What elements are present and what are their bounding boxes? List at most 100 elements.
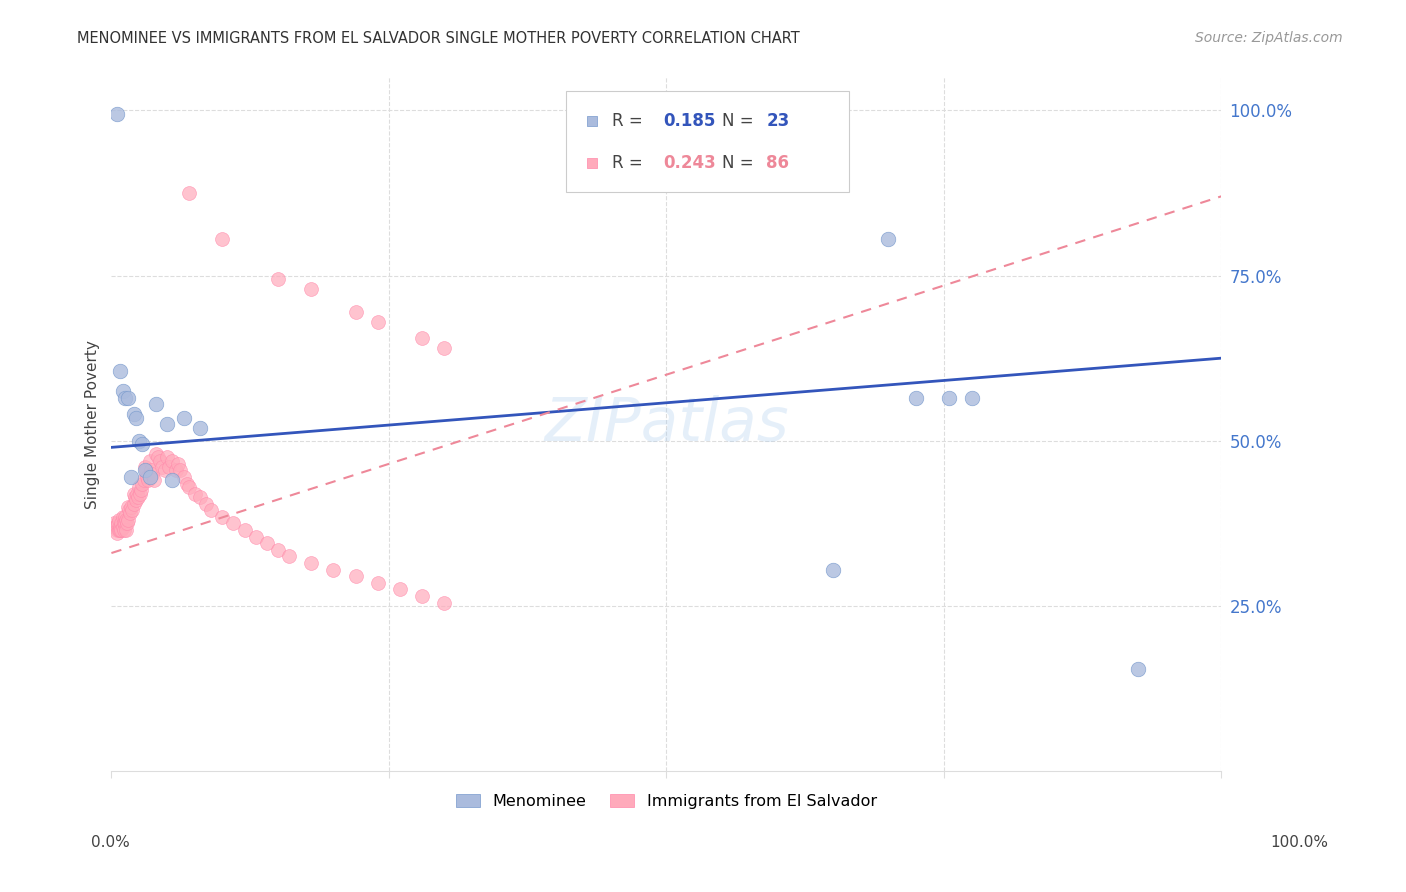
Immigrants from El Salvador <box>111 519 134 533</box>
Immigrants from El Salvador <box>139 453 162 467</box>
Immigrants from El Salvador <box>115 523 138 537</box>
Immigrants from El Salvador <box>157 460 180 475</box>
Point <box>581 145 603 159</box>
Text: 0.185: 0.185 <box>664 112 716 130</box>
Immigrants from El Salvador <box>105 523 128 537</box>
Immigrants from El Salvador <box>128 480 150 494</box>
Immigrants from El Salvador <box>388 582 411 597</box>
Menominee <box>125 410 148 425</box>
Immigrants from El Salvador <box>131 476 153 491</box>
Text: MENOMINEE VS IMMIGRANTS FROM EL SALVADOR SINGLE MOTHER POVERTY CORRELATION CHART: MENOMINEE VS IMMIGRANTS FROM EL SALVADOR… <box>77 31 800 46</box>
Immigrants from El Salvador <box>173 470 195 484</box>
Immigrants from El Salvador <box>127 490 149 504</box>
Immigrants from El Salvador <box>108 523 131 537</box>
Text: 100.0%: 100.0% <box>1271 836 1329 850</box>
Immigrants from El Salvador <box>411 589 433 603</box>
Immigrants from El Salvador <box>117 513 139 527</box>
Immigrants from El Salvador <box>132 474 155 488</box>
Menominee <box>821 563 844 577</box>
Menominee <box>131 437 153 451</box>
FancyBboxPatch shape <box>567 91 849 192</box>
Text: ZIPatlas: ZIPatlas <box>544 395 789 454</box>
Menominee <box>173 410 195 425</box>
Immigrants from El Salvador <box>135 463 157 477</box>
Menominee <box>117 391 139 405</box>
Menominee <box>128 434 150 448</box>
Immigrants from El Salvador <box>136 474 159 488</box>
Immigrants from El Salvador <box>141 467 163 481</box>
Menominee <box>1126 662 1149 676</box>
Immigrants from El Salvador <box>111 509 134 524</box>
Immigrants from El Salvador <box>233 523 256 537</box>
Menominee <box>960 391 983 405</box>
Immigrants from El Salvador <box>177 480 200 494</box>
Menominee <box>188 420 211 434</box>
Immigrants from El Salvador <box>125 493 148 508</box>
Immigrants from El Salvador <box>165 463 187 477</box>
Immigrants from El Salvador <box>112 516 135 531</box>
Menominee <box>139 470 162 484</box>
Text: Source: ZipAtlas.com: Source: ZipAtlas.com <box>1195 31 1343 45</box>
Immigrants from El Salvador <box>104 519 127 533</box>
Legend: Menominee, Immigrants from El Salvador: Menominee, Immigrants from El Salvador <box>450 787 883 815</box>
Immigrants from El Salvador <box>131 483 153 498</box>
Immigrants from El Salvador <box>267 542 290 557</box>
Immigrants from El Salvador <box>153 463 176 477</box>
Immigrants from El Salvador <box>124 490 146 504</box>
Text: N =: N = <box>721 112 759 130</box>
Immigrants from El Salvador <box>344 569 367 583</box>
Immigrants from El Salvador <box>367 315 389 329</box>
Menominee <box>938 391 960 405</box>
Immigrants from El Salvador <box>122 486 145 500</box>
Menominee <box>111 384 134 399</box>
Immigrants from El Salvador <box>108 513 131 527</box>
Immigrants from El Salvador <box>146 450 169 465</box>
Immigrants from El Salvador <box>142 474 165 488</box>
Immigrants from El Salvador <box>114 509 136 524</box>
Immigrants from El Salvador <box>200 503 222 517</box>
Immigrants from El Salvador <box>105 526 128 541</box>
Immigrants from El Salvador <box>145 447 167 461</box>
Menominee <box>110 364 132 378</box>
Text: N =: N = <box>721 153 759 172</box>
Immigrants from El Salvador <box>134 460 156 475</box>
Immigrants from El Salvador <box>152 460 174 475</box>
Immigrants from El Salvador <box>110 519 132 533</box>
Immigrants from El Salvador <box>194 496 217 510</box>
Menominee <box>120 470 142 484</box>
Immigrants from El Salvador <box>141 463 163 477</box>
Immigrants from El Salvador <box>169 463 191 477</box>
Immigrants from El Salvador <box>433 596 456 610</box>
Menominee <box>156 417 179 432</box>
Menominee <box>134 463 156 477</box>
Immigrants from El Salvador <box>267 272 290 286</box>
Y-axis label: Single Mother Poverty: Single Mother Poverty <box>86 340 100 508</box>
Immigrants from El Salvador <box>176 476 198 491</box>
Text: R =: R = <box>612 112 648 130</box>
Immigrants from El Salvador <box>177 186 200 200</box>
Text: 0.243: 0.243 <box>664 153 716 172</box>
Immigrants from El Salvador <box>211 509 233 524</box>
Point <box>581 185 603 199</box>
Immigrants from El Salvador <box>125 486 148 500</box>
Menominee <box>145 397 167 411</box>
Immigrants from El Salvador <box>299 282 322 296</box>
Menominee <box>114 391 136 405</box>
Text: 23: 23 <box>766 112 789 130</box>
Immigrants from El Salvador <box>118 503 141 517</box>
Immigrants from El Salvador <box>222 516 245 531</box>
Immigrants from El Salvador <box>162 453 184 467</box>
Immigrants from El Salvador <box>129 486 152 500</box>
Immigrants from El Salvador <box>245 529 267 543</box>
Immigrants from El Salvador <box>114 516 136 531</box>
Immigrants from El Salvador <box>103 516 125 531</box>
Immigrants from El Salvador <box>115 513 138 527</box>
Immigrants from El Salvador <box>299 556 322 570</box>
Immigrants from El Salvador <box>110 523 132 537</box>
Immigrants from El Salvador <box>110 516 132 531</box>
Immigrants from El Salvador <box>120 507 142 521</box>
Immigrants from El Salvador <box>183 486 205 500</box>
Immigrants from El Salvador <box>278 549 301 564</box>
Immigrants from El Salvador <box>344 305 367 319</box>
Text: R =: R = <box>612 153 648 172</box>
